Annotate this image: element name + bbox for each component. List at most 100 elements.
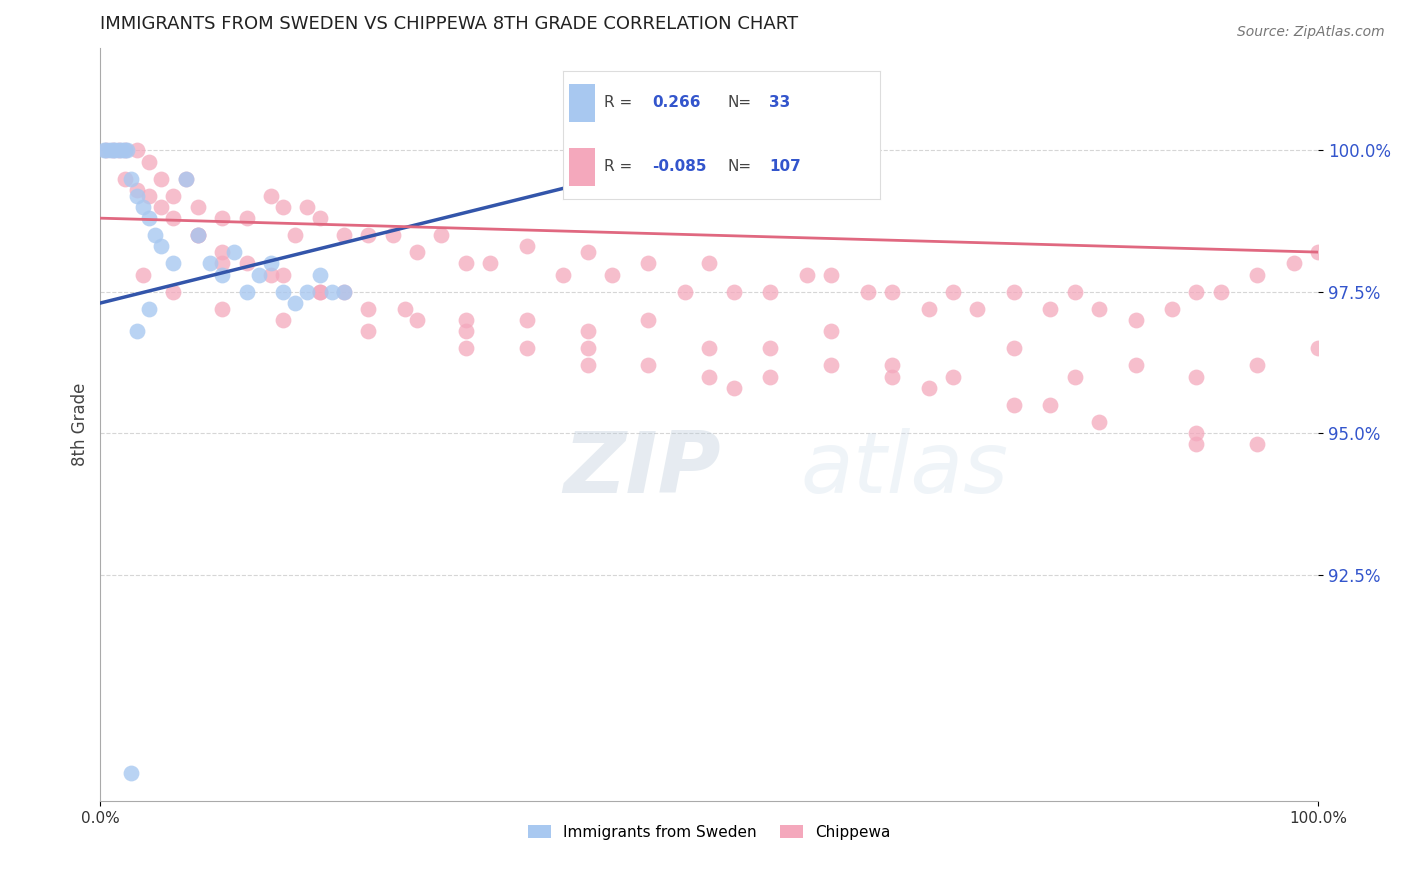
Point	[1308, 341, 1330, 355]
Point	[271, 285, 294, 299]
Point	[796, 268, 818, 282]
Point	[1002, 285, 1025, 299]
Point	[454, 324, 477, 338]
Point	[211, 301, 233, 316]
Point	[1125, 358, 1147, 372]
Point	[211, 245, 233, 260]
Point	[284, 296, 307, 310]
Point	[235, 256, 257, 270]
Point	[187, 200, 209, 214]
Point	[697, 341, 720, 355]
Point	[516, 341, 538, 355]
Point	[93, 143, 115, 157]
Point	[125, 324, 148, 338]
Point	[673, 285, 696, 299]
Point	[1185, 285, 1208, 299]
Point	[96, 143, 118, 157]
Point	[143, 228, 166, 243]
Point	[1002, 398, 1025, 412]
Point	[820, 268, 842, 282]
Point	[942, 369, 965, 384]
Point	[357, 228, 380, 243]
Point	[150, 239, 173, 253]
Point	[576, 324, 599, 338]
Text: Source: ZipAtlas.com: Source: ZipAtlas.com	[1237, 25, 1385, 39]
Point	[284, 228, 307, 243]
Point	[333, 228, 356, 243]
Point	[1246, 437, 1268, 451]
Text: ZIP: ZIP	[564, 428, 721, 511]
Point	[381, 228, 404, 243]
Point	[224, 245, 246, 260]
Point	[430, 228, 453, 243]
Point	[917, 301, 939, 316]
Point	[942, 285, 965, 299]
Point	[880, 285, 903, 299]
Legend: Immigrants from Sweden, Chippewa: Immigrants from Sweden, Chippewa	[522, 819, 897, 846]
Point	[1282, 256, 1305, 270]
Point	[333, 285, 356, 299]
Point	[101, 143, 124, 157]
Point	[1246, 358, 1268, 372]
Point	[138, 301, 160, 316]
Point	[308, 211, 330, 226]
Point	[454, 313, 477, 327]
Point	[1209, 285, 1232, 299]
Point	[115, 143, 138, 157]
Point	[454, 341, 477, 355]
Point	[107, 143, 129, 157]
Point	[271, 200, 294, 214]
Point	[211, 256, 233, 270]
Point	[966, 301, 988, 316]
Point	[357, 324, 380, 338]
Point	[576, 341, 599, 355]
Point	[271, 268, 294, 282]
Point	[1246, 268, 1268, 282]
Point	[479, 256, 502, 270]
Point	[162, 188, 184, 202]
Point	[1185, 369, 1208, 384]
Point	[132, 200, 155, 214]
Point	[1185, 437, 1208, 451]
Point	[1088, 301, 1111, 316]
Point	[1088, 415, 1111, 429]
Point	[1002, 341, 1025, 355]
Point	[516, 313, 538, 327]
Point	[125, 183, 148, 197]
Point	[235, 211, 257, 226]
Point	[162, 256, 184, 270]
Point	[297, 285, 319, 299]
Point	[880, 358, 903, 372]
Point	[114, 171, 136, 186]
Point	[114, 143, 136, 157]
Point	[576, 358, 599, 372]
Point	[174, 171, 197, 186]
Point	[321, 285, 343, 299]
Text: IMMIGRANTS FROM SWEDEN VS CHIPPEWA 8TH GRADE CORRELATION CHART: IMMIGRANTS FROM SWEDEN VS CHIPPEWA 8TH G…	[100, 15, 799, 33]
Point	[553, 268, 575, 282]
Point	[880, 369, 903, 384]
Point	[111, 143, 134, 157]
Point	[637, 313, 659, 327]
Point	[120, 171, 142, 186]
Point	[247, 268, 270, 282]
Point	[260, 268, 283, 282]
Point	[107, 143, 129, 157]
Point	[637, 358, 659, 372]
Point	[917, 381, 939, 395]
Point	[125, 188, 148, 202]
Point	[697, 256, 720, 270]
Point	[150, 200, 173, 214]
Point	[1039, 398, 1062, 412]
Point	[454, 256, 477, 270]
Point	[104, 143, 127, 157]
Point	[308, 285, 330, 299]
Point	[308, 268, 330, 282]
Point	[333, 285, 356, 299]
Point	[820, 324, 842, 338]
Point	[174, 171, 197, 186]
Point	[637, 256, 659, 270]
Point	[856, 285, 879, 299]
Point	[162, 285, 184, 299]
Point	[759, 285, 782, 299]
